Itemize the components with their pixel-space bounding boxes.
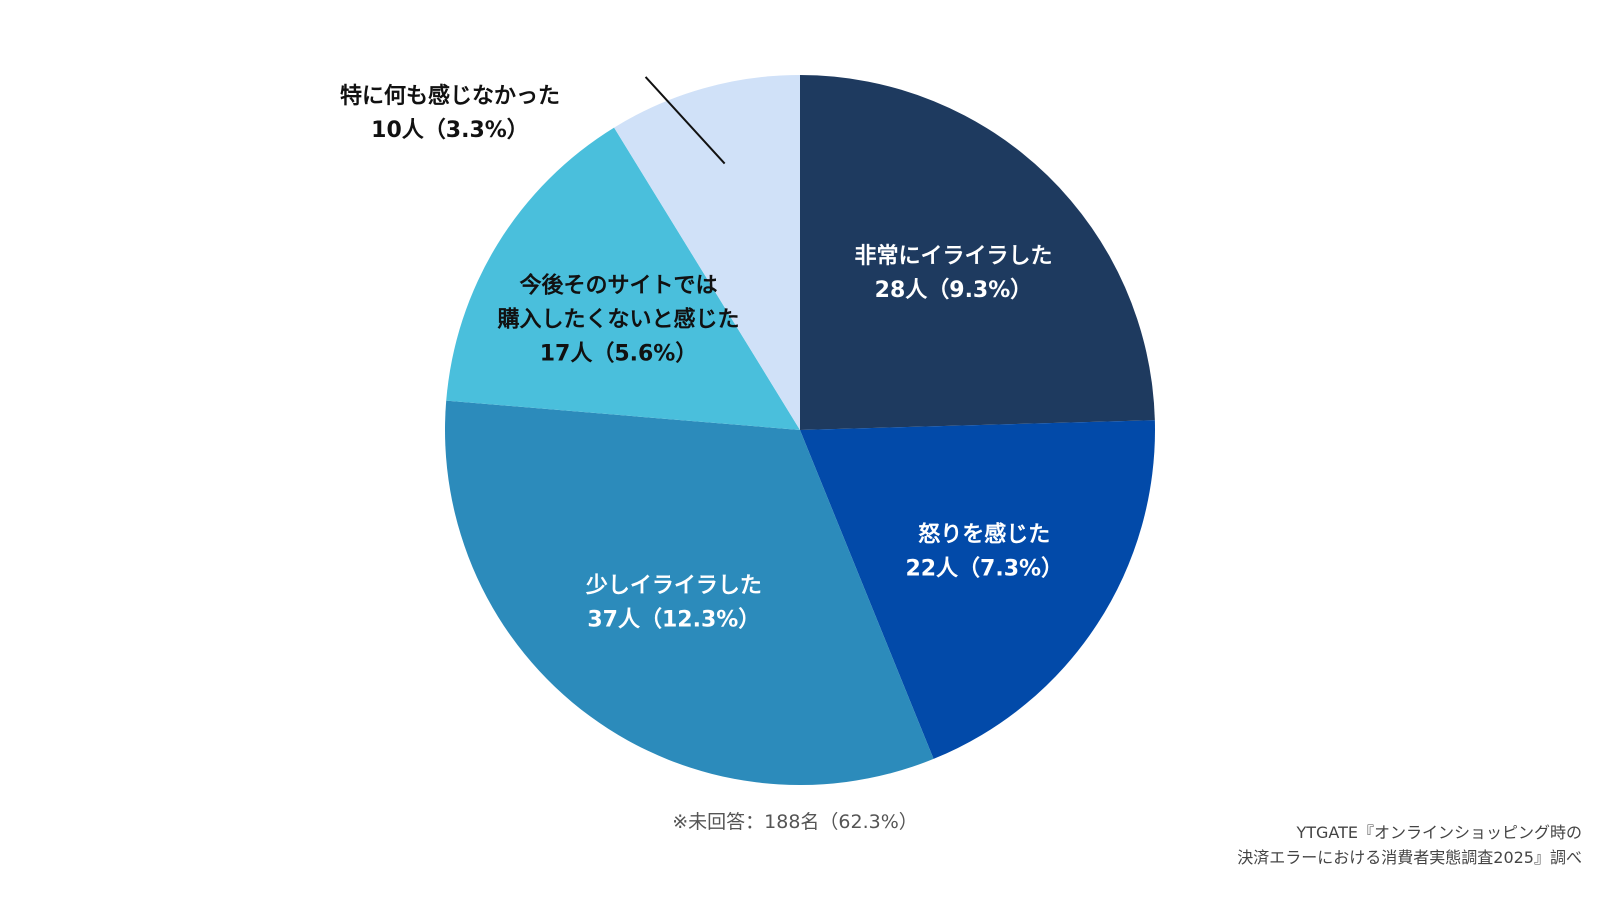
slice-label-no-more-purchase-text: 今後そのサイトでは: [520, 272, 718, 298]
slice-label-angry-value: 22人（7.3%）: [905, 556, 1063, 581]
slice-label-felt-nothing-text: 特に何も感じなかった: [340, 83, 560, 109]
slice-label-felt-nothing-value: 10人（3.3%）: [371, 118, 529, 143]
slice-label-slightly-irritated-text: 少しイライラした: [585, 574, 762, 599]
pie-slice-felt-nothing: [614, 75, 800, 430]
slice-label-slightly-irritated-value: 37人（12.3%）: [587, 608, 760, 633]
pie-slice-slightly-irritated: [445, 400, 934, 785]
slice-label-angry-text: 怒りを感じた: [918, 521, 1050, 547]
source-line-2: 決済エラーにおける消費者実態調査2025』調べ: [1237, 848, 1582, 867]
leader-line: [644, 76, 726, 165]
pie-slice-very-irritated: [800, 75, 1155, 430]
slice-labels: 非常にイライラした 28人（9.3%） 怒りを感じた 22人（7.3%） 少しイライラし…: [340, 83, 1063, 633]
slice-label-very-irritated-text: 非常にイライラした: [854, 243, 1052, 269]
pie-slices: [445, 75, 1155, 785]
pie-slice-no-more-purchase: [446, 127, 800, 431]
footnote-unanswered: ※未回答：188名（62.3%）: [672, 811, 918, 833]
source-line-1: YTGATE『オンラインショッピング時の: [1295, 823, 1582, 842]
slice-label-no-more-purchase-value: 17人（5.6%）: [540, 341, 698, 366]
pie-slice-angry: [800, 420, 1155, 759]
slice-label-no-more-purchase-text: 購入したくないと感じた: [498, 306, 740, 332]
slice-label-very-irritated-value: 28人（9.3%）: [875, 278, 1033, 303]
